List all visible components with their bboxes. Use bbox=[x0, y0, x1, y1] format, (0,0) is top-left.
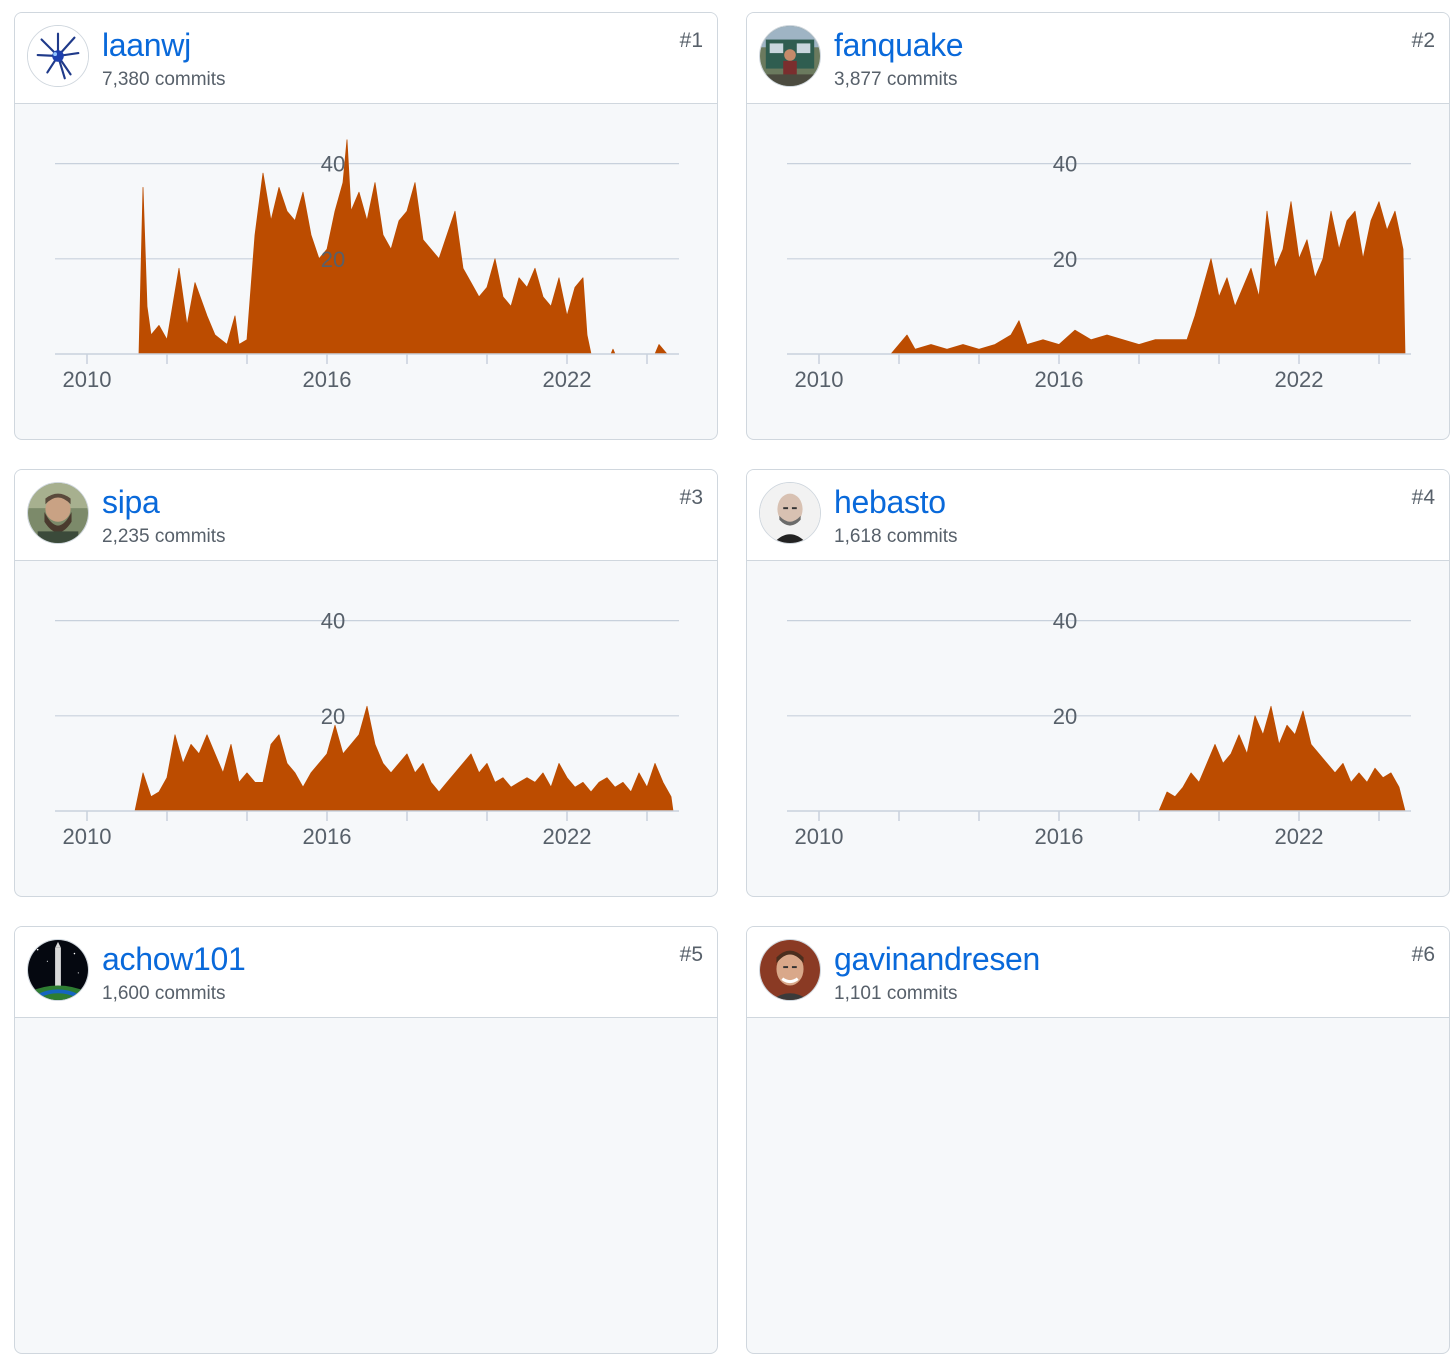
commit-count: 2,235 commits bbox=[102, 526, 226, 547]
rank-badge: #3 bbox=[679, 486, 703, 509]
username-link[interactable]: sipa bbox=[102, 484, 160, 520]
x-tick-label: 2010 bbox=[795, 367, 844, 392]
x-tick-label: 2016 bbox=[1035, 367, 1084, 392]
avatar[interactable] bbox=[27, 482, 89, 544]
commit-activity-chart: 20 40 2010 2016 2022 bbox=[55, 609, 679, 849]
x-tick-label: 2022 bbox=[1275, 824, 1324, 849]
commit-area-series bbox=[890, 201, 1406, 355]
commit-count: 1,618 commits bbox=[834, 526, 958, 547]
card-header: gavinandresen 1,101 commits #6 bbox=[747, 927, 1449, 1018]
commit-area-series bbox=[134, 705, 674, 812]
bearded-man-avatar-icon bbox=[28, 483, 88, 543]
rank-badge: #4 bbox=[1411, 486, 1435, 509]
username-link[interactable]: gavinandresen bbox=[834, 941, 1041, 977]
y-tick-label: 20 bbox=[321, 704, 345, 729]
contributor-card: laanwj 7,380 commits #1 20 40 2010 2016 2022 bbox=[14, 12, 718, 440]
commit-area-series bbox=[102, 139, 668, 355]
commit-count: 1,101 commits bbox=[834, 983, 958, 1004]
person-in-front-of-van-avatar-icon bbox=[760, 26, 820, 86]
avatar[interactable] bbox=[759, 939, 821, 1001]
smiling-man-avatar-icon bbox=[760, 940, 820, 1000]
avatar[interactable] bbox=[759, 482, 821, 544]
avatar[interactable] bbox=[759, 25, 821, 87]
x-tick-label: 2010 bbox=[795, 824, 844, 849]
commit-count: 7,380 commits bbox=[102, 69, 226, 90]
x-tick-label: 2016 bbox=[303, 824, 352, 849]
rocket-launch-avatar-icon bbox=[28, 940, 88, 1000]
y-tick-label: 20 bbox=[1053, 247, 1077, 272]
y-tick-label: 40 bbox=[321, 152, 345, 177]
card-header: achow101 1,600 commits #5 bbox=[15, 927, 717, 1018]
avatar[interactable] bbox=[27, 25, 89, 87]
commit-count: 1,600 commits bbox=[102, 983, 226, 1004]
rank-badge: #1 bbox=[679, 29, 703, 52]
x-tick-label: 2022 bbox=[543, 824, 592, 849]
y-tick-label: 40 bbox=[1053, 609, 1077, 634]
rank-badge: #6 bbox=[1411, 943, 1435, 966]
card-header: laanwj 7,380 commits #1 bbox=[15, 13, 717, 104]
commit-activity-chart: 20 40 2010 2016 2022 bbox=[787, 152, 1411, 392]
commit-count: 3,877 commits bbox=[834, 69, 958, 90]
y-tick-label: 20 bbox=[1053, 704, 1077, 729]
blue-spiky-logo-avatar-icon bbox=[28, 26, 88, 86]
commit-area-series bbox=[1158, 705, 1406, 812]
x-tick-label: 2016 bbox=[1035, 824, 1084, 849]
username-link[interactable]: hebasto bbox=[834, 484, 946, 520]
card-header: sipa 2,235 commits #3 bbox=[15, 470, 717, 561]
y-tick-label: 40 bbox=[1053, 152, 1077, 177]
x-tick-label: 2016 bbox=[303, 367, 352, 392]
contributor-card: gavinandresen 1,101 commits #6 bbox=[746, 926, 1450, 1354]
commit-activity-chart: 20 40 2010 2016 2022 bbox=[55, 139, 679, 392]
rank-badge: #5 bbox=[679, 943, 703, 966]
contributor-card: sipa 2,235 commits #3 20 40 2010 2016 2022 bbox=[14, 469, 718, 897]
username-link[interactable]: laanwj bbox=[102, 27, 191, 63]
rank-badge: #2 bbox=[1411, 29, 1435, 52]
card-header: fanquake 3,877 commits #2 bbox=[747, 13, 1449, 104]
commit-activity-chart: 20 40 2010 2016 2022 bbox=[787, 609, 1411, 849]
x-tick-label: 2022 bbox=[543, 367, 592, 392]
y-tick-label: 40 bbox=[321, 609, 345, 634]
x-tick-label: 2022 bbox=[1275, 367, 1324, 392]
contributor-card: achow101 1,600 commits #5 bbox=[14, 926, 718, 1354]
username-link[interactable]: achow101 bbox=[102, 941, 246, 977]
contributor-card: hebasto 1,618 commits #4 20 40 2010 2016 202… bbox=[746, 469, 1450, 897]
bald-man-portrait-avatar-icon bbox=[760, 483, 820, 543]
card-header: hebasto 1,618 commits #4 bbox=[747, 470, 1449, 561]
avatar[interactable] bbox=[27, 939, 89, 1001]
x-tick-label: 2010 bbox=[63, 367, 112, 392]
username-link[interactable]: fanquake bbox=[834, 27, 964, 63]
contributor-card: fanquake 3,877 commits #2 20 40 2010 2016 20… bbox=[746, 12, 1450, 440]
x-tick-label: 2010 bbox=[63, 824, 112, 849]
y-tick-label: 20 bbox=[321, 247, 345, 272]
